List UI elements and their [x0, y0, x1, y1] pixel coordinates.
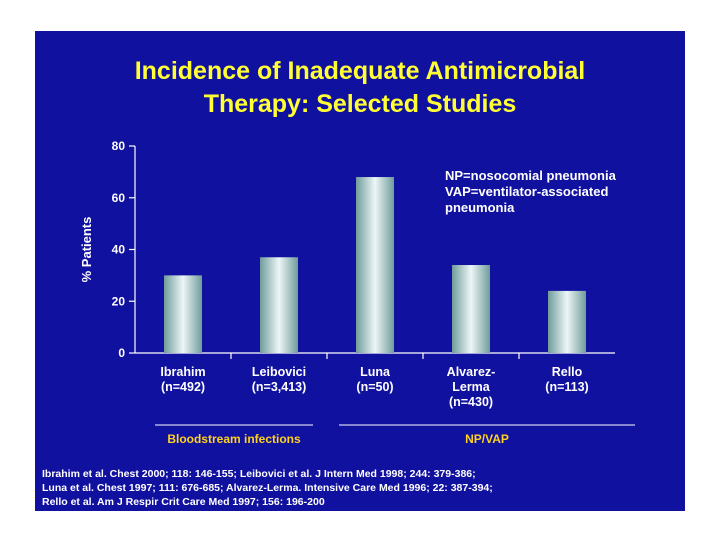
- category-label: Ibrahim: [160, 365, 205, 379]
- title-line-1: Incidence of Inadequate Antimicrobial: [134, 57, 586, 85]
- category-label: (n=113): [545, 380, 588, 394]
- category-label: Luna: [360, 365, 391, 379]
- reference-line-2: Luna et al. Chest 1997; 111: 676-685; Al…: [42, 482, 493, 494]
- references: Ibrahim et al. Chest 2000; 118: 146-155;…: [42, 467, 493, 509]
- category-label: (n=430): [449, 395, 493, 409]
- labels: Ibrahim(n=492) Leibovici(n=3,413) Luna(n=5…: [155, 365, 635, 446]
- abbreviation-note: NP=nosocomial pneumonia VAP=ventilator-a…: [445, 168, 616, 216]
- axes: 0 20 40 60 80 % Patients: [79, 139, 615, 360]
- reference-line-3: Rello et al. Am J Respir Crit Care Med 1…: [42, 496, 325, 508]
- reference-line-1: Ibrahim et al. Chest 2000; 118: 146-155;…: [42, 468, 476, 480]
- bar-luna: [356, 177, 394, 353]
- slide: Incidence of Inadequate Antimicrobial Th…: [35, 31, 685, 511]
- bar-leibovici: [260, 257, 298, 353]
- title-line-2: Therapy: Selected Studies: [203, 90, 517, 118]
- category-label: (n=50): [356, 380, 393, 394]
- bar-rello: [548, 290, 586, 353]
- y-tick-label: 20: [112, 294, 126, 308]
- slide-title: Incidence of Inadequate Antimicrobial Th…: [35, 55, 685, 121]
- group-label: Bloodstream infections: [167, 432, 301, 446]
- abbreviation-line-3: pneumonia: [445, 200, 515, 215]
- category-label: (n=3,413): [252, 380, 307, 394]
- y-tick-label: 40: [112, 243, 126, 257]
- abbreviation-line-2: VAP=ventilator-associated: [445, 184, 609, 199]
- category-label: Rello: [552, 365, 583, 379]
- y-tick-label: 60: [112, 191, 126, 205]
- bar-chart: 0 20 40 60 80 % Patients Ibrahim(n=492) Leibov…: [79, 139, 635, 446]
- y-tick-label: 0: [118, 346, 125, 360]
- bar-alvarez-lerma: [452, 265, 490, 353]
- category-label: Lerma: [452, 380, 491, 394]
- abbreviation-line-1: NP=nosocomial pneumonia: [445, 168, 616, 183]
- bar-ibrahim: [164, 275, 202, 353]
- category-label: (n=492): [161, 380, 205, 394]
- bars: [164, 177, 586, 353]
- y-axis-label: % Patients: [79, 217, 94, 283]
- category-label: Alvarez-: [447, 365, 496, 379]
- category-label: Leibovici: [252, 365, 306, 379]
- group-label: NP/VAP: [465, 432, 509, 446]
- y-tick-label: 80: [112, 139, 126, 153]
